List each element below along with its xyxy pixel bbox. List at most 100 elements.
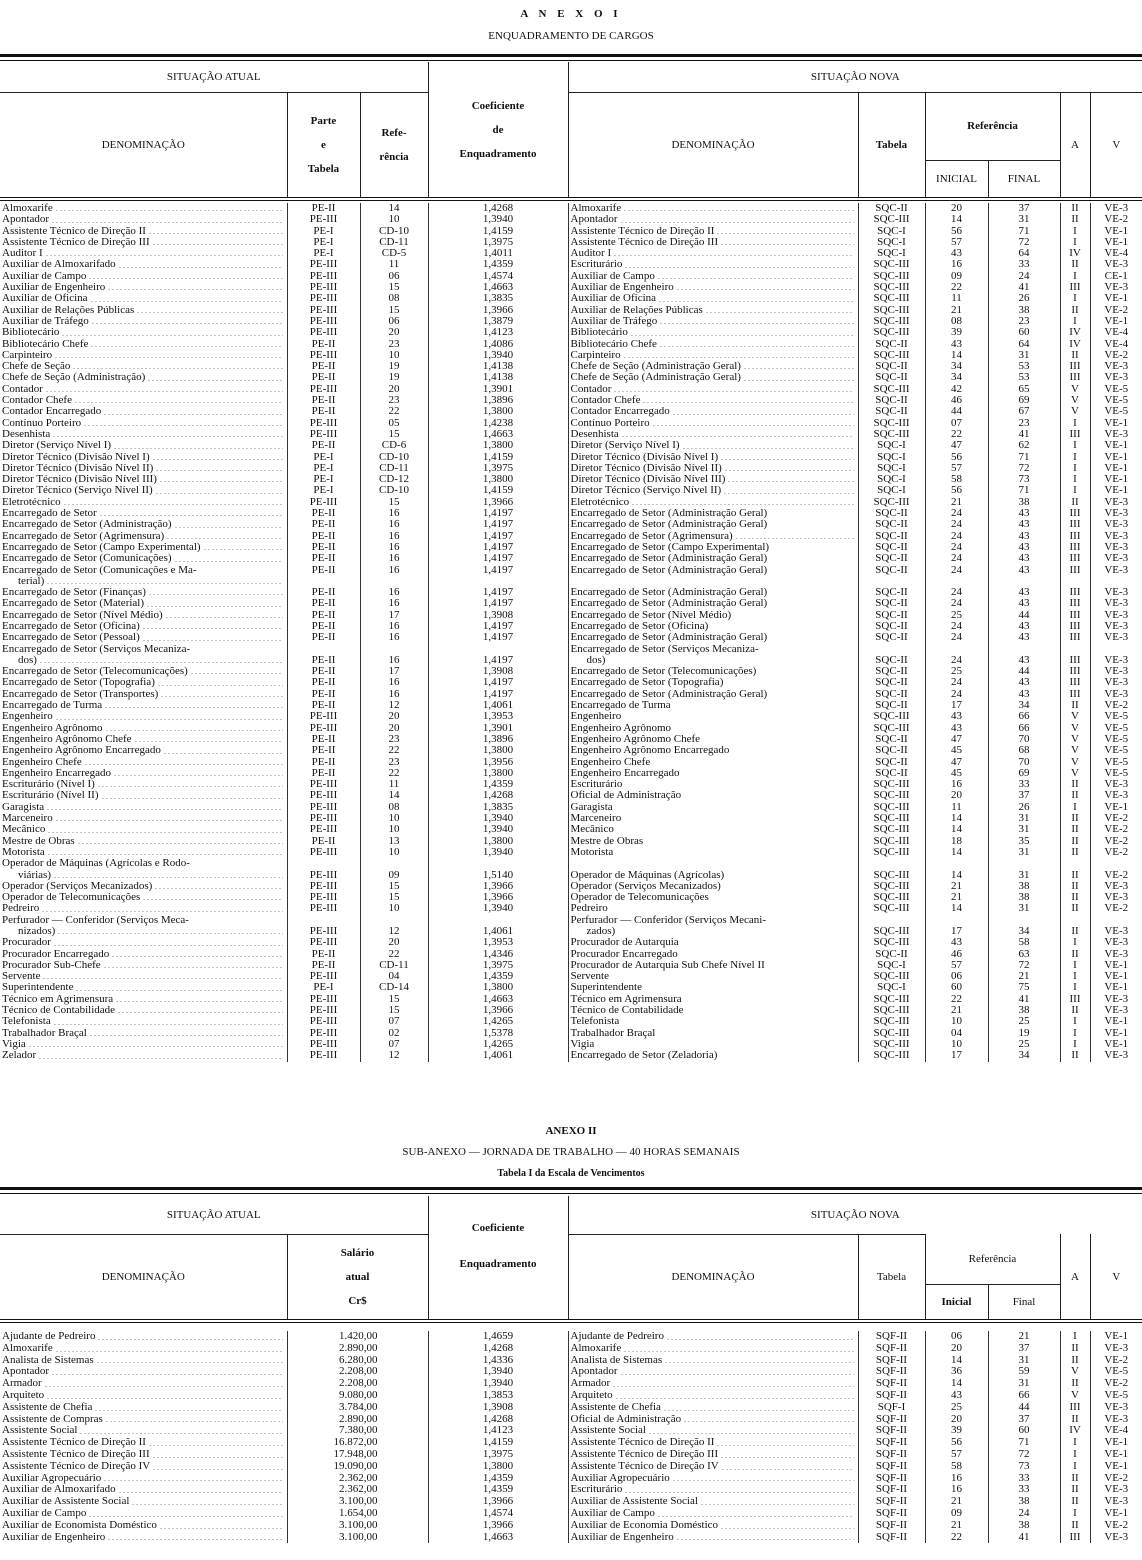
dot-leader bbox=[716, 232, 854, 234]
a-cell: II bbox=[1059, 1472, 1090, 1485]
table-row: Almoxarife 2.890,00 1,4268 Almoxarife SQF-II… bbox=[0, 1342, 1142, 1355]
denominacao-text: Contador bbox=[2, 383, 43, 395]
coeficiente-cell: 1,3896 bbox=[427, 395, 568, 407]
parte-tabela-cell: PE-I bbox=[286, 474, 360, 486]
v-cell bbox=[1089, 575, 1142, 588]
a-cell: V bbox=[1059, 711, 1090, 723]
divider bbox=[0, 54, 1142, 57]
a-cell: I bbox=[1059, 1437, 1090, 1449]
v-cell: VE-2 bbox=[1089, 824, 1142, 836]
dot-leader bbox=[51, 221, 283, 223]
dot-leader bbox=[631, 504, 854, 506]
referencia-cell: 20 bbox=[359, 937, 428, 949]
denominacao-cell: nizados) bbox=[0, 926, 287, 937]
dot-leader bbox=[147, 379, 283, 381]
denominacao-cell: Diretor (Serviço Nível I) bbox=[0, 440, 287, 451]
tabela-cell: SQC-II bbox=[857, 508, 925, 520]
v-cell: VE-3 bbox=[1089, 203, 1142, 215]
denominacao-text: Diretor Técnico (Divisão Nível I) bbox=[570, 451, 719, 463]
denominacao-cell: Carpinteiro bbox=[0, 350, 287, 361]
divider bbox=[0, 1319, 1142, 1320]
v-cell: VE-3 bbox=[1089, 496, 1142, 509]
denominacao-nova-cell: Assistente Técnico de Direção IV bbox=[567, 1460, 858, 1473]
denominacao-cell: Mestre de Obras bbox=[0, 836, 287, 847]
denominacao-cell: Encarregado de Setor (Material) bbox=[0, 598, 287, 609]
referencia-cell: 06 bbox=[359, 315, 428, 328]
dot-leader bbox=[164, 616, 283, 618]
denominacao-nova-cell: dos) bbox=[567, 654, 858, 667]
a-cell: II bbox=[1059, 1413, 1090, 1426]
a-cell: I bbox=[1059, 982, 1090, 994]
coeficiente-cell: 1,3975 bbox=[427, 1448, 568, 1461]
referencia-cell: 08 bbox=[359, 801, 428, 814]
dot-leader bbox=[103, 1480, 283, 1482]
referencia-cell: 20 bbox=[359, 383, 428, 396]
a-cell: II bbox=[1059, 813, 1090, 825]
inicial-cell: 10 bbox=[924, 1016, 988, 1028]
a-cell: III bbox=[1059, 1401, 1090, 1414]
tabela-cell: SQC-II bbox=[857, 677, 925, 689]
a-cell bbox=[1059, 643, 1090, 655]
denominacao-text: Técnico de Contabilidade bbox=[2, 1005, 116, 1017]
parte-tabela-cell: PE-III bbox=[286, 790, 360, 802]
salario-atual-cell: 3.100,00 bbox=[286, 1496, 428, 1508]
table-row: Vigia PE-III 07 1,4265 Vigia SQC-III 10 25 I VE-1 bbox=[0, 1038, 1142, 1051]
table-row: Analista de Sistemas 6.280,00 1,4336 Analis… bbox=[0, 1354, 1142, 1367]
referencia-cell: 15 bbox=[359, 993, 428, 1006]
denominacao-text: Mecânico bbox=[2, 824, 46, 836]
denominacao-text: Encarregado de Setor (Campo Experimental… bbox=[2, 541, 201, 553]
tabela-cell: SQC-III bbox=[857, 496, 925, 509]
table-row: Auxiliar de Campo PE-III 06 1,4574 Auxiliar … bbox=[0, 270, 1142, 283]
referencia-cell: 09 bbox=[359, 869, 428, 881]
dot-leader bbox=[160, 696, 283, 698]
final-cell: 43 bbox=[987, 564, 1060, 576]
referencia-cell: 10 bbox=[359, 903, 428, 915]
inicial-cell: 56 bbox=[924, 451, 988, 463]
a-cell: III bbox=[1059, 508, 1090, 520]
coeficiente-cell: 1,4659 bbox=[427, 1331, 568, 1343]
final-cell: 31 bbox=[987, 869, 1060, 881]
coeficiente-cell: 1,3966 bbox=[427, 1519, 568, 1532]
coeficiente-cell: 1,4346 bbox=[427, 948, 568, 960]
denominacao-text: Auxiliar de Relações Públicas bbox=[2, 304, 135, 316]
table-row: Escriturário (Nível I) PE-III 11 1,4359 Escr… bbox=[0, 779, 1142, 791]
denominacao-nova-cell: Carpinteiro bbox=[567, 349, 858, 362]
v-cell: VE-5 bbox=[1089, 733, 1142, 746]
denominacao-text: Escriturário bbox=[570, 259, 623, 271]
parte-tabela-cell: PE-III bbox=[286, 722, 360, 734]
salario-atual-cell: 1.420,00 bbox=[286, 1331, 428, 1343]
dot-leader bbox=[155, 470, 283, 472]
coeficiente-cell: 1,4197 bbox=[427, 587, 568, 599]
referencia-cell: 16 bbox=[359, 632, 428, 644]
denominacao-nova-cell: Mecânico bbox=[567, 824, 858, 836]
denominacao-cell: Técnico de Contabilidade bbox=[0, 1005, 287, 1016]
final-cell: 63 bbox=[987, 948, 1060, 960]
denominacao-cell: Encarregado de Setor (Oficina) bbox=[0, 621, 287, 632]
parte-tabela-cell: PE-II bbox=[286, 338, 360, 350]
denominacao-text: Diretor Técnico (Divisão Nível III) bbox=[2, 474, 157, 486]
final-cell bbox=[987, 858, 1060, 870]
coeficiente-cell: 1,3940 bbox=[427, 349, 568, 362]
referencia-cell: 22 bbox=[359, 745, 428, 757]
referencia-cell: 02 bbox=[359, 1027, 428, 1039]
parte-tabela-cell: PE-III bbox=[286, 428, 360, 441]
referencia-cell: 16 bbox=[359, 530, 428, 542]
denominacao-nova-cell: Encarregado de Setor (Administração Gera… bbox=[567, 508, 858, 520]
dot-leader bbox=[723, 492, 854, 494]
tabela-cell: SQC-III bbox=[857, 835, 925, 847]
final-cell: 66 bbox=[987, 711, 1060, 723]
coeficiente-heading: Coeficiente de Enquadramento bbox=[427, 62, 568, 197]
denominacao-cell: Auxiliar de Assistente Social bbox=[0, 1496, 287, 1508]
a-cell: III bbox=[1059, 587, 1090, 599]
denominacao-nova-cell: Armador bbox=[567, 1378, 858, 1390]
denominacao-text: Auxiliar de Tráfego bbox=[570, 315, 658, 327]
denominacao-cell: Assistente Técnico de Direção III bbox=[0, 1449, 287, 1461]
tabela-cell: SQC-III bbox=[857, 282, 925, 294]
v-cell: VE-3 bbox=[1089, 666, 1142, 678]
referencia-cell: 11 bbox=[359, 779, 428, 791]
inicial-cell bbox=[924, 858, 988, 870]
denominacao-cell: Escriturário (Nível I) bbox=[0, 779, 287, 790]
denominacao-text: Chefe de Seção (Administração) bbox=[2, 372, 146, 384]
a-cell: II bbox=[1059, 1050, 1090, 1062]
dot-leader bbox=[38, 662, 283, 664]
